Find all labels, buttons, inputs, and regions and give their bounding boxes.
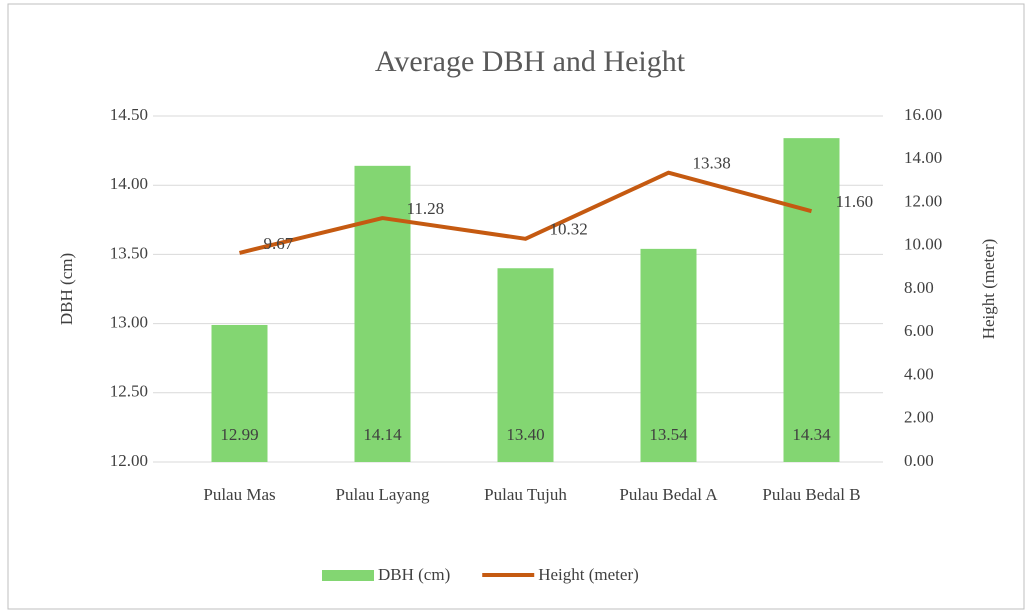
legend-label: DBH (cm)	[378, 565, 450, 584]
y-tick-label: 14.00	[110, 174, 148, 193]
data-label: 13.38	[693, 154, 731, 173]
y2-tick-label: 12.00	[904, 191, 942, 210]
data-label: 13.54	[649, 425, 688, 444]
y-tick-label: 12.00	[110, 451, 148, 470]
bar	[211, 324, 268, 462]
y-axis-label: DBH (cm)	[57, 253, 76, 325]
y2-tick-label: 10.00	[904, 235, 942, 254]
y2-tick-label: 14.00	[904, 148, 942, 167]
data-label: 12.99	[220, 425, 258, 444]
data-label: 10.32	[550, 220, 588, 239]
x-tick-label: Pulau Tujuh	[484, 485, 567, 504]
bar	[354, 165, 411, 462]
bar	[640, 248, 697, 462]
chart-title: Average DBH and Height	[375, 45, 686, 78]
legend-swatch	[322, 570, 374, 581]
line	[239, 170, 813, 255]
y-tick-label: 13.50	[110, 243, 148, 262]
data-label: 11.28	[407, 199, 445, 218]
y2-tick-label: 6.00	[904, 321, 934, 340]
y2-axis-label: Height (meter)	[979, 239, 998, 340]
y-tick-label: 13.00	[110, 313, 148, 332]
data-label: 13.40	[506, 425, 544, 444]
y2-tick-label: 8.00	[904, 278, 934, 297]
y2-tick-label: 2.00	[904, 408, 934, 427]
x-tick-label: Pulau Layang	[336, 485, 430, 504]
y2-tick-label: 16.00	[904, 105, 942, 124]
x-tick-label: Pulau Bedal A	[619, 485, 718, 504]
data-label: 14.14	[363, 425, 402, 444]
legend-label: Height (meter)	[538, 565, 639, 584]
bar	[497, 268, 554, 462]
data-label: 11.60	[836, 192, 874, 211]
y2-tick-label: 0.00	[904, 451, 934, 470]
y-tick-label: 14.50	[110, 105, 148, 124]
y2-tick-label: 4.00	[904, 364, 934, 383]
y-tick-label: 12.50	[110, 382, 148, 401]
data-label: 9.67	[264, 234, 294, 253]
x-tick-label: Pulau Bedal B	[762, 485, 860, 504]
x-tick-label: Pulau Mas	[203, 485, 275, 504]
data-label: 14.34	[792, 425, 831, 444]
bar	[783, 138, 840, 463]
